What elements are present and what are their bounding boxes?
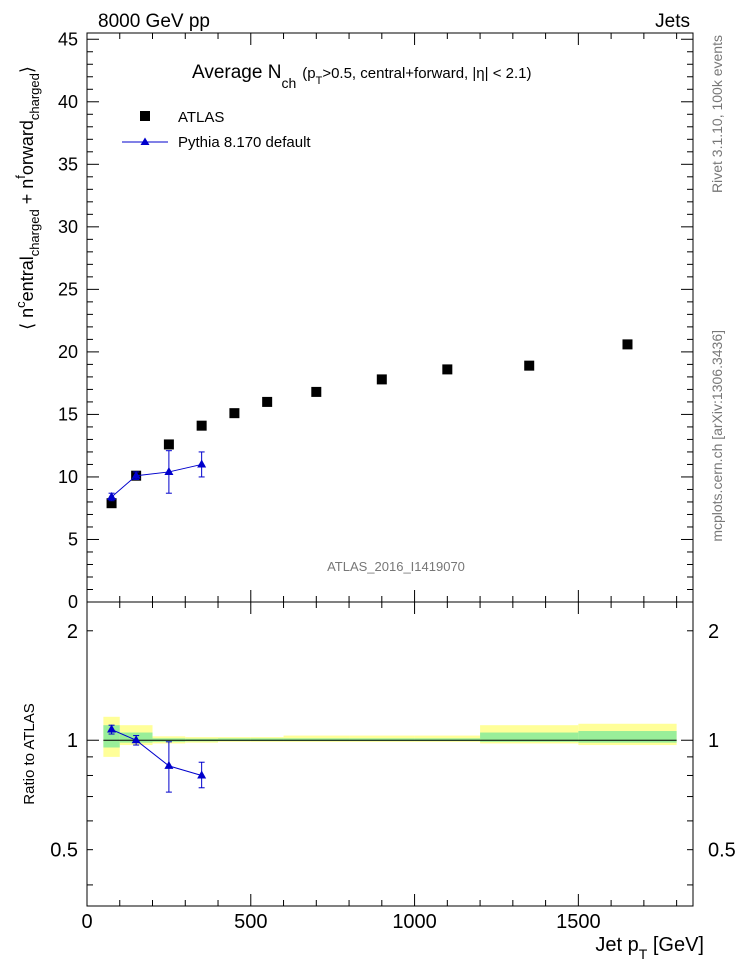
top-y-tick-label: 40 xyxy=(58,92,78,112)
green-band xyxy=(250,738,284,742)
legend-atlas-label: ATLAS xyxy=(178,109,224,126)
green-band xyxy=(480,732,579,742)
title-sub-ch: ch xyxy=(281,75,296,91)
title-main: Average N xyxy=(192,62,281,83)
ylabel-close: ⟩ xyxy=(17,66,37,73)
ratio-data-marks xyxy=(107,724,207,793)
x-tick-label: 500 xyxy=(234,911,267,933)
x-axis-label: Jet pT [GeV] xyxy=(595,934,704,962)
x-tick-label: 1000 xyxy=(392,911,437,933)
ylabel-plus-n: + n xyxy=(17,179,37,210)
green-band xyxy=(414,738,481,742)
ratio-y-tick-label-right: 1 xyxy=(708,730,719,752)
ylabel-sup-f: f xyxy=(13,175,28,179)
ratio-pythia-point xyxy=(197,770,207,779)
ratio-pythia-point xyxy=(131,735,141,744)
ratio-y-tick-label: 0.5 xyxy=(50,840,78,862)
header-right: Jets xyxy=(655,11,690,32)
x-tick-label: 1500 xyxy=(556,911,601,933)
chart-title: Average Nch (pT>0.5, central+forward, |η|… xyxy=(192,62,531,91)
ylabel-sub-charged-1: charged xyxy=(27,209,42,256)
top-y-tick-label: 30 xyxy=(58,217,78,237)
ylabel-orward: orward xyxy=(17,120,37,175)
header-left: 8000 GeV pp xyxy=(98,11,210,32)
green-band xyxy=(578,731,677,743)
ratio-bands xyxy=(103,716,677,757)
legend-atlas-marker xyxy=(140,111,150,121)
ylabel-entral: entral xyxy=(17,256,37,301)
top-y-tick-label: 45 xyxy=(58,29,78,49)
atlas-point xyxy=(442,364,453,375)
atlas-point xyxy=(229,408,240,419)
bottom-panel-frame xyxy=(86,601,694,907)
green-band xyxy=(349,738,415,742)
pythia-point xyxy=(107,491,117,500)
atlas-point xyxy=(524,360,535,371)
top-y-tick-label: 20 xyxy=(58,342,78,362)
xlabel-unit: [GeV] xyxy=(647,934,704,956)
title-sub-t: T xyxy=(316,75,323,87)
atlas-point xyxy=(163,439,174,450)
green-band xyxy=(218,738,251,742)
pythia-point xyxy=(197,459,207,468)
atlas-point xyxy=(196,420,207,431)
ylabel-sup-c: c xyxy=(13,301,28,308)
x-tick-label: 0 xyxy=(81,911,92,933)
pythia-line xyxy=(111,463,202,498)
pythia-point xyxy=(131,470,141,479)
xlabel-sub-t: T xyxy=(639,946,648,962)
pythia-point xyxy=(164,466,174,475)
ratio-y-axis-label: Ratio to ATLAS xyxy=(21,703,38,804)
ratio-y-tick-label-right: 0.5 xyxy=(708,840,736,862)
ratio-y-tick-label: 1 xyxy=(67,730,78,752)
top-y-tick-label: 15 xyxy=(58,404,78,424)
legend-pythia-marker xyxy=(140,137,150,145)
atlas-point xyxy=(376,374,387,385)
atlas-point xyxy=(311,386,322,397)
ylabel-sub-charged-2: charged xyxy=(27,73,42,120)
atlas-point xyxy=(262,396,273,407)
ratio-pythia-point xyxy=(164,760,174,769)
top-y-tick-label: 35 xyxy=(58,154,78,174)
top-y-tick-label: 0 xyxy=(68,592,78,612)
top-y-tick-label: 10 xyxy=(58,467,78,487)
ratio-pythia-line xyxy=(111,729,202,776)
title-cond-close: >0.5, central+forward, |η| < 2.1) xyxy=(322,65,531,82)
atlas-point xyxy=(106,498,117,509)
top-y-tick-label: 5 xyxy=(68,529,78,549)
ratio-y-tick-label-right: 2 xyxy=(708,621,719,643)
ratio-pythia-point xyxy=(107,724,117,733)
ratio-y-tick-label: 2 xyxy=(67,621,78,643)
top-y-tick-label: 25 xyxy=(58,279,78,299)
mcplots-label: mcplots.cern.ch [arXiv:1306.3436] xyxy=(709,330,725,542)
rivet-label: Rivet 3.1.10, 100k events xyxy=(709,35,725,193)
green-band xyxy=(283,738,350,742)
top-y-axis-label: ⟨ ncentralcharged + nforwardcharged⟩ xyxy=(13,66,42,330)
top-data-marks xyxy=(106,339,633,509)
xlabel-main: Jet p xyxy=(595,934,638,956)
analysis-watermark: ATLAS_2016_I1419070 xyxy=(327,559,465,574)
atlas-point xyxy=(622,339,633,350)
top-axis-ticks: 0 5 10 15 20 25 30 35 40 45 xyxy=(58,29,693,612)
title-cond-open: (p xyxy=(302,65,315,82)
legend-pythia-label: Pythia 8.170 default xyxy=(178,134,311,151)
bottom-axis-ticks: 0.5 0.5 1 1 2 2 0 500 1000 1500 xyxy=(50,602,736,933)
green-band xyxy=(103,725,120,748)
ylabel-open: ⟨ n xyxy=(17,308,37,330)
